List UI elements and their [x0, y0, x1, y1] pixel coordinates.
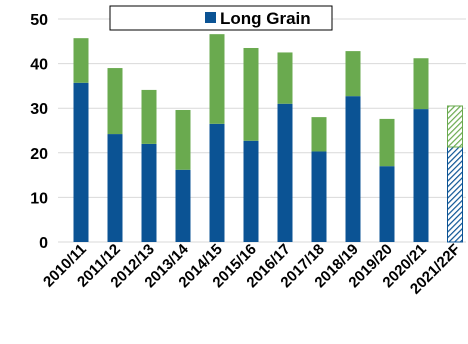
- bar-2020-21-segment-1: [413, 109, 429, 242]
- y-axis-ticks: 0 10 20 30 40 50: [30, 12, 48, 252]
- legend: Long Grain: [109, 5, 333, 31]
- bar-2016-17-segment-2: [277, 52, 293, 104]
- bar-2017-18-segment-1: [311, 151, 327, 242]
- y-tick-label-50: 50: [30, 12, 48, 29]
- bar-2017-18-segment-2: [311, 117, 327, 152]
- bar-2015-16-segment-1: [243, 140, 259, 242]
- bar-2010-11-segment-1: [73, 82, 89, 242]
- bar-2021-22F-segment-1: [447, 146, 463, 243]
- bar-2012-13-segment-1: [141, 143, 157, 242]
- bar-2013-14-segment-1: [175, 169, 191, 242]
- x-axis-ticks: 2010/112011/122012/132013/142014/152015/…: [40, 240, 464, 297]
- bar-2011-12-segment-1: [107, 134, 123, 242]
- bar-2010-11-segment-2: [73, 38, 89, 83]
- bar-2014-15-segment-2: [209, 34, 225, 124]
- bar-2018-19-segment-1: [345, 96, 361, 243]
- bar-2019-20-segment-2: [379, 118, 395, 167]
- bar-2016-17-segment-1: [277, 103, 293, 243]
- bar-2015-16-segment-2: [243, 47, 259, 141]
- bar-2014-15-segment-1: [209, 123, 225, 242]
- legend-box: [109, 5, 333, 31]
- bar-2021-22F-segment-2: [447, 105, 463, 148]
- y-tick-label-30: 30: [30, 101, 48, 118]
- bar-2011-12-segment-2: [107, 68, 123, 135]
- y-tick-label-40: 40: [30, 57, 48, 74]
- y-tick-label-20: 20: [30, 146, 48, 163]
- bars: [73, 34, 463, 243]
- y-tick-label-0: 0: [39, 235, 48, 252]
- bar-2013-14-segment-2: [175, 109, 191, 170]
- bar-2019-20-segment-1: [379, 166, 395, 242]
- legend-label-long-grain: Long Grain: [220, 9, 311, 28]
- bar-2020-21-segment-2: [413, 58, 429, 110]
- y-tick-label-10: 10: [30, 190, 48, 207]
- bar-2018-19-segment-2: [345, 51, 361, 97]
- bar-2012-13-segment-2: [141, 89, 157, 144]
- legend-swatch-long-grain: [205, 12, 216, 23]
